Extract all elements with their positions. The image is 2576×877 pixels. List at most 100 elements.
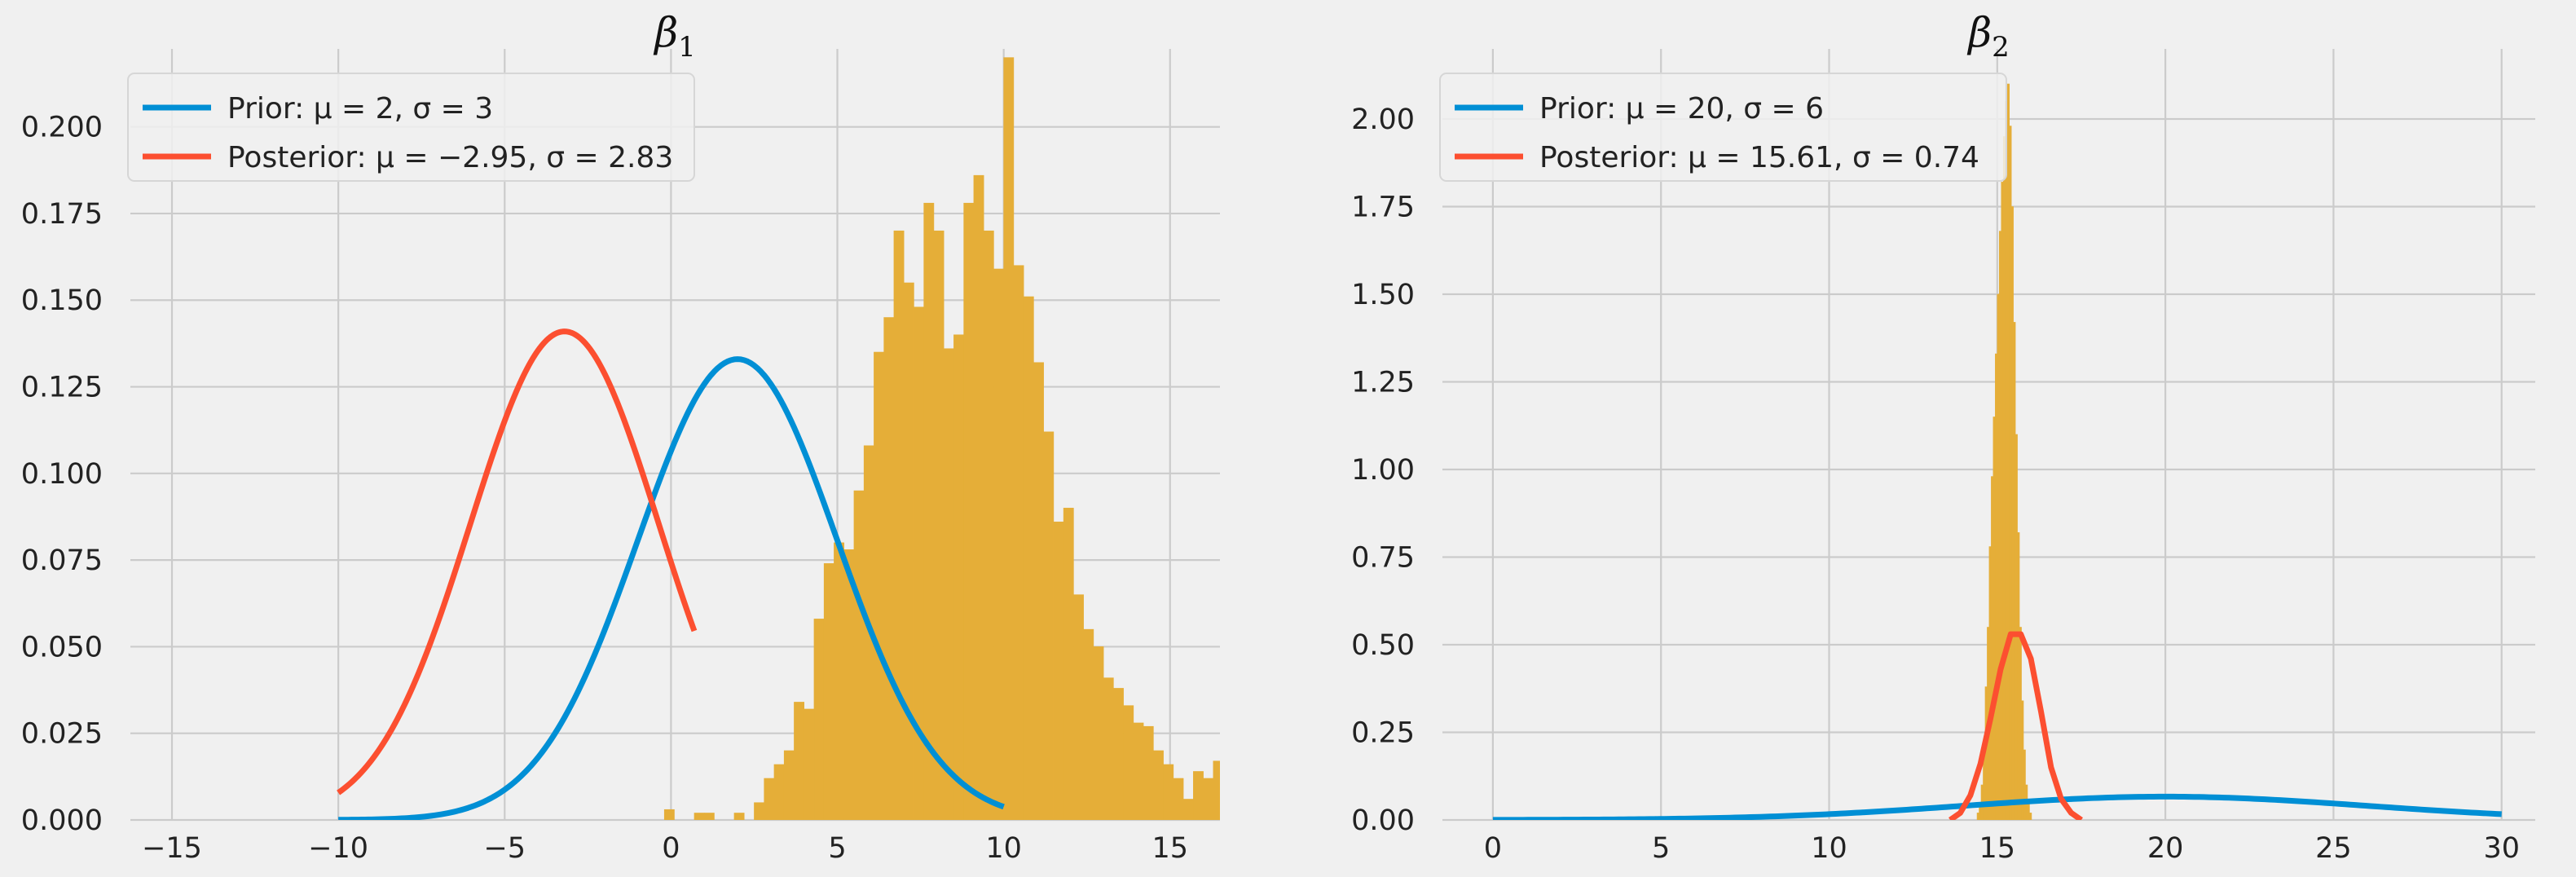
beta1-x-tick-label: −15 — [142, 832, 202, 865]
beta1-histogram-bar — [1223, 778, 1233, 820]
beta1-histogram-bar — [823, 563, 834, 820]
beta1-y-tick-label: 0.100 — [21, 458, 103, 491]
beta1-histogram-bar — [1113, 688, 1124, 820]
beta1-histogram-bar — [694, 813, 705, 820]
beta1-histogram-bar — [973, 174, 984, 820]
beta1-x-tick-label: 15 — [1151, 832, 1188, 865]
beta1-histogram-bar — [1143, 725, 1154, 820]
beta2-x-tick-label: 15 — [1979, 832, 2016, 865]
beta2-y-tick-label: 1.75 — [1351, 192, 1415, 224]
beta1-histogram-bar — [754, 802, 765, 820]
beta1-histogram-bar — [1193, 771, 1204, 820]
beta2-histogram-bar — [2002, 136, 2006, 820]
beta2-series-posterior-line — [1949, 631, 2083, 820]
beta1-histogram-bar — [1173, 778, 1184, 820]
beta1-histogram-bar — [1103, 677, 1114, 820]
beta1-histogram-bar — [773, 764, 785, 820]
beta2-histogram-bar — [2029, 813, 2032, 820]
beta1-histogram-bar — [1253, 806, 1263, 820]
beta2-histogram-bar — [2006, 83, 2010, 820]
beta2-histogram-bar — [2023, 749, 2026, 820]
beta2-title-subscript: 2 — [1992, 31, 2010, 64]
beta1-histogram-bar — [1043, 431, 1055, 820]
beta1-histogram-bar — [1073, 594, 1084, 820]
beta2-x-tick-label: 0 — [1484, 832, 1502, 865]
beta1-y-tick-label: 0.000 — [21, 804, 103, 837]
beta1-x-tick-label: 10 — [985, 832, 1022, 865]
beta1-legend-label: Posterior: μ = −2.95, σ = 2.83 — [227, 141, 673, 174]
beta1-histogram-bar — [1233, 806, 1243, 820]
beta1-histogram-bar — [933, 230, 945, 820]
beta1-legend: Prior: μ = 2, σ = 3 Posterior: μ = −2.95,… — [127, 73, 695, 182]
beta1-histogram-bar — [983, 230, 994, 820]
beta2-y-tick-label: 1.50 — [1351, 279, 1415, 311]
beta1-histogram-bar — [733, 813, 745, 820]
beta2-histogram-bar — [1997, 293, 2000, 820]
beta2-histogram-bar — [1993, 416, 1996, 820]
beta2-legend: Prior: μ = 20, σ = 6 Posterior: μ = 15.61… — [1439, 73, 2007, 182]
beta2-histogram-bar — [2015, 434, 2018, 820]
beta1-histogram-bar — [953, 334, 964, 820]
beta2-histogram-bar — [1991, 476, 1994, 820]
beta1-histogram-bar — [1182, 799, 1194, 820]
beta1-y-tick-label: 0.025 — [21, 718, 103, 751]
beta1-x-tick-label: −5 — [483, 832, 526, 865]
beta1-histogram-bar — [963, 202, 975, 820]
beta2-legend-label: Posterior: μ = 15.61, σ = 0.74 — [1539, 141, 1979, 174]
beta1-histogram-bar — [663, 809, 675, 820]
beta2-histogram-bar — [2009, 126, 2012, 820]
beta1-title: β1 — [653, 9, 696, 64]
beta1-histogram-bar — [1023, 296, 1034, 820]
beta1-histogram-bar — [993, 268, 1004, 820]
beta1-histogram-bar — [853, 490, 865, 820]
beta1-y-tick-label: 0.125 — [21, 372, 103, 404]
beta1-histogram-bar — [834, 542, 844, 820]
beta1-legend-label: Prior: μ = 2, σ = 3 — [227, 92, 493, 126]
beta1-histogram-bar — [1093, 646, 1104, 820]
beta1-histogram-bar — [914, 306, 924, 820]
beta1-y-tick-label: 0.075 — [21, 544, 103, 577]
beta1-histogram-bar — [1213, 760, 1220, 820]
beta2-histogram-bar — [2027, 802, 2030, 820]
beta1-histogram-bar — [1203, 778, 1214, 820]
beta1-legend-box — [127, 73, 695, 182]
beta2-y-tick-label: 0.50 — [1351, 629, 1415, 662]
beta2-x-tick-label: 25 — [2315, 832, 2352, 865]
beta1-histogram-bar — [903, 282, 914, 820]
beta2-histogram-bar — [2017, 532, 2020, 820]
beta1-histogram-bar — [764, 778, 775, 820]
beta2-y-tick-label: 0.25 — [1351, 717, 1415, 750]
beta1-y-tick-label: 0.150 — [21, 284, 103, 317]
beta1-x-tick-label: 0 — [662, 832, 680, 865]
beta1-histogram-bar — [883, 317, 895, 820]
beta1-histogram-bar — [893, 230, 905, 820]
beta1-chart: −15 −10 −5 0 5 10 15 0.000 0.025 0.050 0.075 0.100 0… — [21, 9, 1263, 865]
beta2-x-tick-label: 5 — [1652, 832, 1670, 865]
beta2-x-tick-label: 10 — [1811, 832, 1847, 865]
beta1-y-tick-label: 0.050 — [21, 631, 103, 663]
beta1-histogram-bar — [1133, 722, 1144, 820]
beta1-histogram-bar — [1003, 57, 1015, 820]
beta1-title-subscript: 1 — [678, 31, 696, 64]
beta2-title-symbol: β — [1966, 9, 1992, 56]
beta1-histogram-bar — [1013, 265, 1024, 820]
beta1-y-tick-label: 0.175 — [21, 198, 103, 231]
beta2-y-tick-label: 0.75 — [1351, 542, 1415, 575]
beta2-histogram-bar — [2001, 182, 2004, 820]
beta2-legend-box — [1439, 73, 2007, 182]
beta1-histogram-bar — [943, 348, 954, 820]
beta1-series-prior-line — [338, 356, 1005, 820]
beta1-histogram-bar — [1163, 764, 1174, 820]
beta1-x-tick-label: 5 — [828, 832, 846, 865]
beta2-chart: 0 5 10 15 20 25 30 0.00 0.25 0.50 0.75 1.00 1.25 1.50… — [1351, 9, 2535, 865]
beta1-histogram-bar — [794, 702, 804, 820]
beta1-title-symbol: β — [653, 9, 678, 56]
beta2-x-tick-label: 30 — [2483, 832, 2520, 865]
beta1-histogram-bar — [1063, 508, 1074, 820]
beta1-histogram-bar — [1244, 789, 1253, 820]
beta2-x-tick-label: 20 — [2147, 832, 2184, 865]
beta2-y-tick-label: 1.25 — [1351, 367, 1415, 399]
beta1-histogram-bar — [874, 351, 884, 820]
beta2-histogram-bar — [2013, 322, 2016, 820]
